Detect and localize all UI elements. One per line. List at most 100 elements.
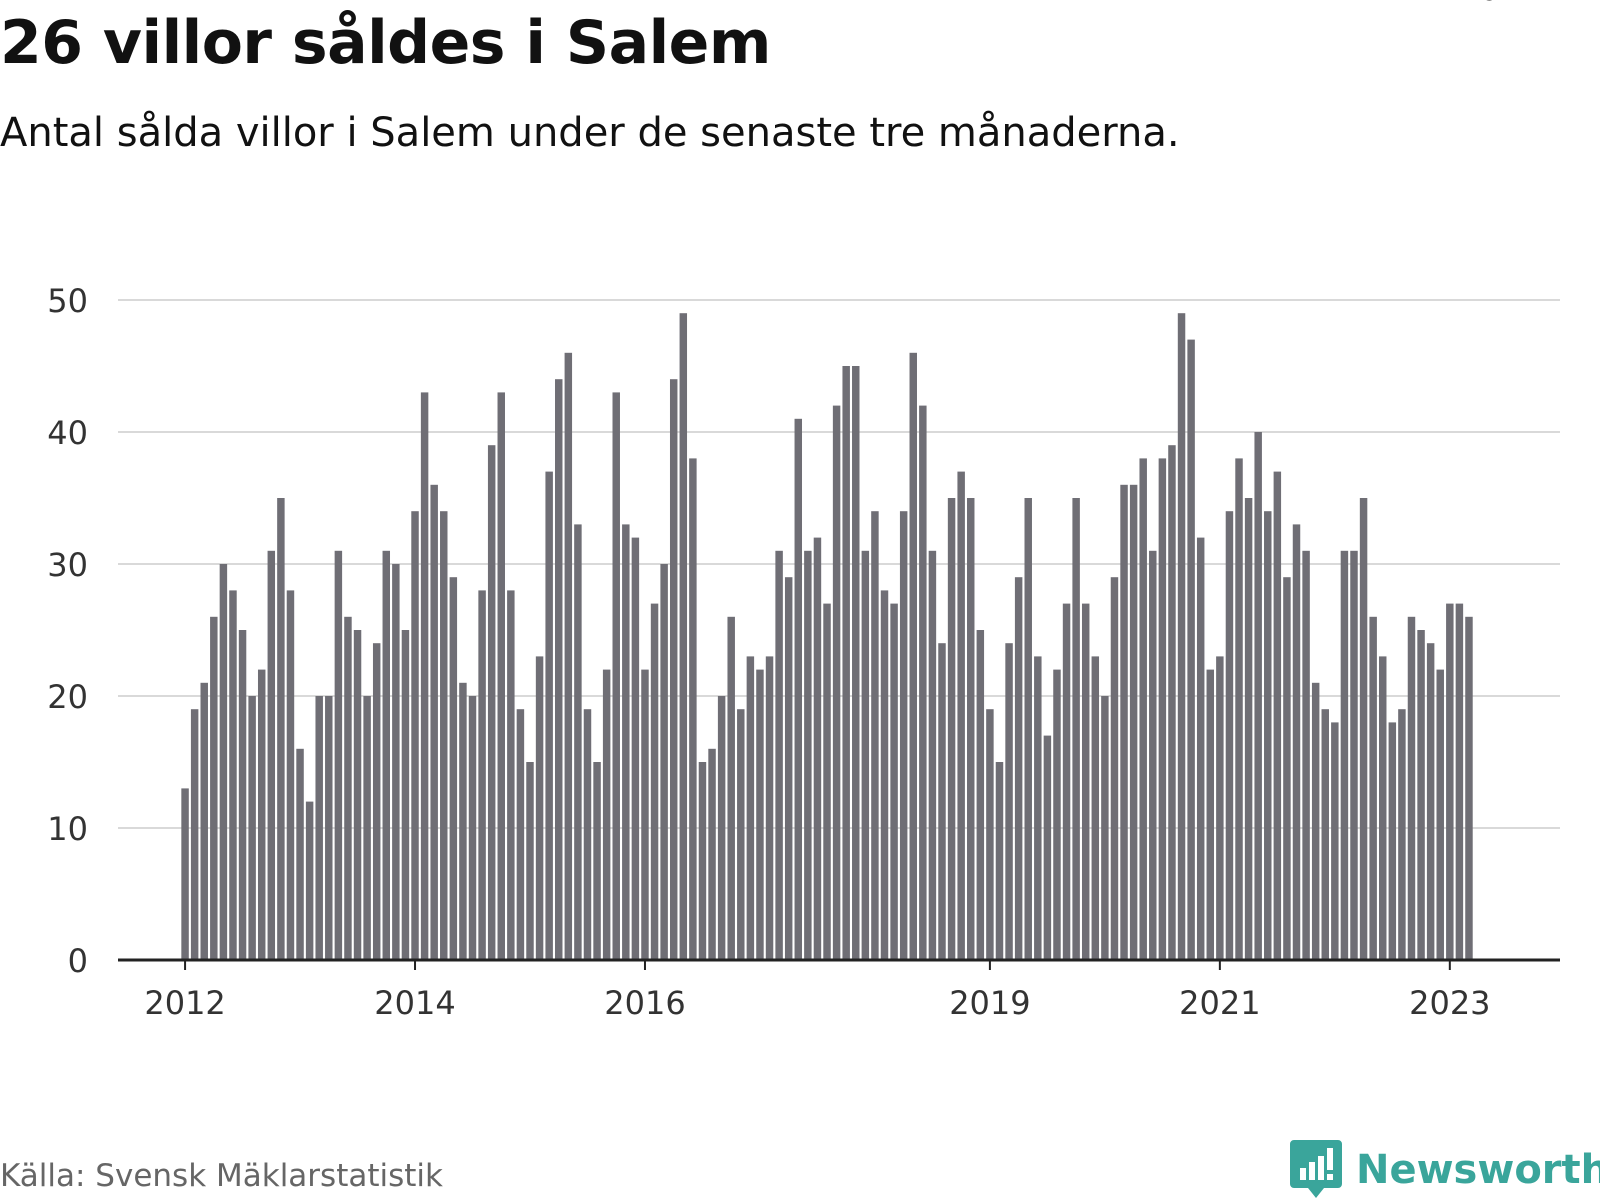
x-tick-label: 2021 bbox=[1179, 984, 1260, 1022]
bar bbox=[353, 630, 362, 960]
bar bbox=[1359, 498, 1368, 960]
y-tick-label: 10 bbox=[47, 810, 88, 848]
bar bbox=[631, 537, 640, 960]
bar bbox=[899, 511, 908, 960]
bar bbox=[1187, 339, 1195, 961]
bar bbox=[1302, 550, 1310, 960]
bar bbox=[593, 762, 601, 960]
bar bbox=[401, 630, 410, 960]
bar bbox=[305, 801, 314, 960]
bar bbox=[679, 313, 688, 960]
bar bbox=[641, 669, 649, 960]
bar bbox=[382, 550, 391, 960]
bar bbox=[535, 656, 544, 960]
bar bbox=[1005, 643, 1013, 960]
bar bbox=[1024, 498, 1032, 960]
bar bbox=[1235, 458, 1243, 960]
bar bbox=[248, 696, 256, 960]
bar bbox=[478, 590, 486, 960]
bar bbox=[1292, 524, 1301, 960]
bar bbox=[219, 564, 228, 960]
bar bbox=[545, 471, 553, 960]
bar bbox=[1129, 484, 1138, 960]
bar bbox=[555, 379, 563, 960]
bar bbox=[756, 669, 764, 960]
bar bbox=[411, 511, 419, 960]
bar bbox=[938, 643, 946, 960]
bar bbox=[861, 550, 870, 960]
bar bbox=[440, 511, 448, 960]
bar bbox=[880, 590, 889, 960]
bar bbox=[315, 696, 323, 960]
bar bbox=[1455, 603, 1464, 960]
bar bbox=[1072, 498, 1080, 960]
bar bbox=[1216, 656, 1224, 960]
bar bbox=[1177, 313, 1186, 960]
bar bbox=[1034, 656, 1042, 960]
bar bbox=[957, 471, 965, 960]
bar bbox=[363, 696, 371, 960]
bar bbox=[583, 709, 592, 960]
bar bbox=[507, 590, 515, 960]
bar bbox=[1379, 656, 1387, 960]
bar bbox=[229, 590, 237, 960]
bar bbox=[823, 603, 831, 960]
bar bbox=[804, 550, 812, 960]
bar bbox=[727, 616, 735, 960]
bar bbox=[526, 762, 534, 960]
bar bbox=[737, 709, 745, 960]
bar bbox=[995, 762, 1004, 960]
bar bbox=[1091, 656, 1100, 960]
bar bbox=[296, 748, 304, 960]
bar bbox=[459, 682, 467, 960]
y-tick-label: 50 bbox=[47, 282, 88, 320]
bar bbox=[890, 603, 898, 960]
bar bbox=[257, 669, 266, 960]
bar bbox=[210, 616, 218, 960]
bar bbox=[1110, 577, 1119, 960]
bar bbox=[832, 405, 841, 961]
x-tick-label: 2019 bbox=[949, 984, 1030, 1022]
x-tick-label: 2016 bbox=[604, 984, 685, 1022]
bar bbox=[717, 696, 726, 960]
bar bbox=[1014, 577, 1023, 960]
bar bbox=[698, 762, 707, 960]
bars bbox=[181, 313, 1473, 961]
bar bbox=[1043, 735, 1052, 960]
bar bbox=[775, 550, 783, 960]
bar bbox=[468, 696, 477, 960]
bar bbox=[181, 788, 189, 960]
bar bbox=[286, 590, 295, 960]
bar bbox=[928, 550, 937, 960]
bar bbox=[1465, 616, 1473, 960]
bar bbox=[564, 352, 573, 960]
bar bbox=[1081, 603, 1090, 960]
bar bbox=[919, 405, 927, 961]
newsworthy-logo: Newsworthy bbox=[1290, 1140, 1600, 1200]
bar bbox=[487, 445, 496, 960]
bar bbox=[602, 669, 611, 960]
bar bbox=[612, 392, 620, 960]
bar bbox=[669, 379, 678, 960]
bar bbox=[497, 392, 505, 960]
brand-name: Newsworthy bbox=[1356, 1147, 1600, 1193]
bar bbox=[1062, 603, 1071, 960]
bar bbox=[325, 696, 333, 960]
y-tick-label: 40 bbox=[47, 414, 88, 452]
bar bbox=[842, 366, 850, 960]
bar-chart-logo-icon bbox=[1290, 1140, 1342, 1198]
bar bbox=[1120, 484, 1128, 960]
bar bbox=[622, 524, 630, 960]
highlight-value-label: 26 bbox=[1458, 0, 1499, 8]
bar bbox=[1340, 550, 1349, 960]
bar bbox=[871, 511, 879, 960]
bar bbox=[1168, 445, 1176, 960]
y-tick-label: 0 bbox=[68, 942, 88, 980]
bar bbox=[1350, 550, 1358, 960]
bar bbox=[909, 352, 917, 960]
bar-chart: 0 10 20 30 40 50 2012 2014 2016 2019 2021 2023 26 bbox=[47, 0, 1560, 1022]
bar bbox=[334, 550, 343, 960]
bar bbox=[784, 577, 793, 960]
bar bbox=[1264, 511, 1272, 960]
bar bbox=[1388, 722, 1397, 960]
